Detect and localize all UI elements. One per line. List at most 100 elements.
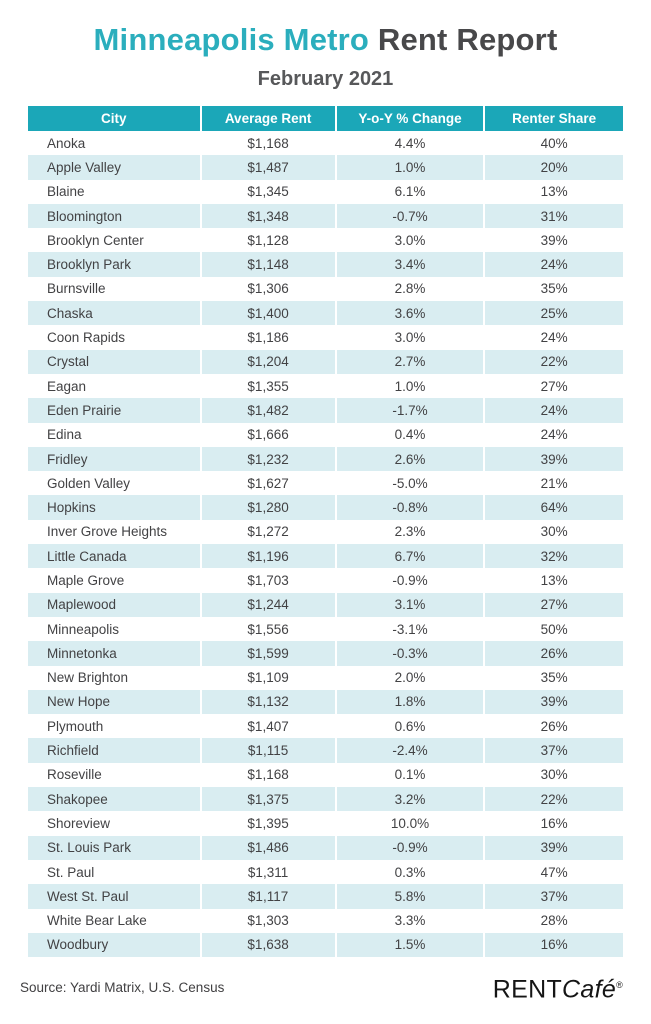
cell-city: Fridley <box>47 451 88 467</box>
table-row: Anoka $1,168 4.4% 40% <box>28 131 623 156</box>
cell-average-rent: $1,148 <box>199 252 336 277</box>
cell-average-rent: $1,703 <box>199 568 336 593</box>
column-header-average-rent: Average Rent <box>199 106 336 131</box>
cell-renter-share: 28% <box>483 908 623 933</box>
cell-average-rent: $1,599 <box>199 641 336 666</box>
cell-average-rent: $1,244 <box>199 592 336 617</box>
cell-city: St. Paul <box>47 864 95 880</box>
cell-city: Woodbury <box>47 937 109 953</box>
cell-yoy-change: -2.4% <box>334 738 485 763</box>
cell-yoy-change: 0.6% <box>334 714 485 739</box>
cell-yoy-change: 0.4% <box>334 422 485 447</box>
cell-average-rent: $1,204 <box>199 349 336 374</box>
cell-average-rent: $1,280 <box>199 495 336 520</box>
cell-city: Inver Grove Heights <box>47 524 168 540</box>
cell-city: Golden Valley <box>47 475 131 491</box>
cell-average-rent: $1,666 <box>199 422 336 447</box>
cell-yoy-change: 10.0% <box>334 811 485 836</box>
cell-yoy-change: -5.0% <box>334 471 485 496</box>
cell-average-rent: $1,272 <box>199 519 336 545</box>
table-row: Little Canada $1,196 6.7% 32% <box>28 544 623 569</box>
cell-yoy-change: 4.4% <box>334 131 485 156</box>
cell-renter-share: 35% <box>483 276 623 302</box>
table-row: Plymouth $1,407 0.6% 26% <box>28 714 623 739</box>
cell-average-rent: $1,117 <box>199 884 336 909</box>
table-header: City Average Rent Y-o-Y % Change Renter … <box>28 106 623 131</box>
cell-city: Anoka <box>47 135 86 151</box>
table-row: Minnetonka $1,599 -0.3% 26% <box>28 641 623 666</box>
cell-renter-share: 37% <box>483 884 623 909</box>
cell-city: Bloomington <box>47 208 123 224</box>
registered-trademark-icon: ® <box>616 980 623 991</box>
cell-average-rent: $1,168 <box>199 762 336 788</box>
cell-renter-share: 30% <box>483 519 623 545</box>
cell-yoy-change: 3.1% <box>334 592 485 617</box>
cell-yoy-change: 2.0% <box>334 665 485 690</box>
cell-yoy-change: -0.9% <box>334 568 485 593</box>
table-row: Richfield $1,115 -2.4% 37% <box>28 738 623 763</box>
table-row: West St. Paul $1,117 5.8% 37% <box>28 884 623 909</box>
cell-city: New Hope <box>47 694 111 710</box>
cell-average-rent: $1,407 <box>199 714 336 739</box>
cell-average-rent: $1,487 <box>199 155 336 180</box>
rent-table-container: City Average Rent Y-o-Y % Change Renter … <box>28 106 623 958</box>
cell-average-rent: $1,109 <box>199 665 336 690</box>
cell-average-rent: $1,168 <box>199 131 336 156</box>
cell-yoy-change: 2.6% <box>334 446 485 472</box>
cell-renter-share: 27% <box>483 373 623 399</box>
cell-yoy-change: 1.5% <box>334 932 485 958</box>
table-row: Shoreview $1,395 10.0% 16% <box>28 811 623 836</box>
table-row: White Bear Lake $1,303 3.3% 28% <box>28 908 623 933</box>
cell-yoy-change: 3.6% <box>334 301 485 326</box>
cell-average-rent: $1,132 <box>199 689 336 715</box>
table-row: Fridley $1,232 2.6% 39% <box>28 446 623 472</box>
table-row: Coon Rapids $1,186 3.0% 24% <box>28 325 623 350</box>
cell-renter-share: 16% <box>483 932 623 958</box>
cell-yoy-change: 3.0% <box>334 228 485 253</box>
table-row: Eagan $1,355 1.0% 27% <box>28 373 623 399</box>
cell-renter-share: 26% <box>483 714 623 739</box>
cell-renter-share: 24% <box>483 398 623 423</box>
cell-yoy-change: 3.3% <box>334 908 485 933</box>
cell-average-rent: $1,400 <box>199 301 336 326</box>
cell-city: New Brighton <box>47 670 129 686</box>
rent-report-page: Minneapolis Metro Rent Report February 2… <box>0 22 651 1024</box>
cell-yoy-change: 2.7% <box>334 349 485 374</box>
cell-renter-share: 64% <box>483 495 623 520</box>
footer: Source: Yardi Matrix, U.S. Census RENTCa… <box>20 970 623 1004</box>
table-row: Hopkins $1,280 -0.8% 64% <box>28 495 623 520</box>
table-row: Eden Prairie $1,482 -1.7% 24% <box>28 398 623 423</box>
cell-yoy-change: -1.7% <box>334 398 485 423</box>
cell-renter-share: 13% <box>483 568 623 593</box>
cell-city: Eden Prairie <box>47 402 122 418</box>
table-row: Edina $1,666 0.4% 24% <box>28 422 623 447</box>
cell-city: Richfield <box>47 743 99 759</box>
table-row: Blaine $1,345 6.1% 13% <box>28 179 623 204</box>
column-header-yoy-change: Y-o-Y % Change <box>334 106 485 131</box>
cell-city: Chaska <box>47 305 93 321</box>
cell-average-rent: $1,196 <box>199 544 336 569</box>
cell-city: Crystal <box>47 354 90 370</box>
cell-yoy-change: 6.1% <box>334 179 485 204</box>
cell-average-rent: $1,306 <box>199 276 336 302</box>
cell-renter-share: 13% <box>483 179 623 204</box>
cell-city: Shoreview <box>47 815 111 831</box>
cell-yoy-change: 1.0% <box>334 155 485 180</box>
table-row: Brooklyn Center $1,128 3.0% 39% <box>28 228 623 253</box>
cell-yoy-change: -0.3% <box>334 641 485 666</box>
cell-city: Maple Grove <box>47 572 125 588</box>
cell-renter-share: 22% <box>483 787 623 812</box>
cell-city: Blaine <box>47 184 85 200</box>
cell-renter-share: 39% <box>483 446 623 472</box>
table-row: St. Paul $1,311 0.3% 47% <box>28 859 623 885</box>
cell-yoy-change: 1.0% <box>334 373 485 399</box>
cell-average-rent: $1,638 <box>199 932 336 958</box>
column-header-renter-share: Renter Share <box>483 106 623 131</box>
page-title-rest: Rent Report <box>369 22 558 57</box>
cell-average-rent: $1,345 <box>199 179 336 204</box>
cell-average-rent: $1,232 <box>199 446 336 472</box>
table-header-row: City Average Rent Y-o-Y % Change Renter … <box>28 106 623 131</box>
cell-city: Brooklyn Center <box>47 232 144 248</box>
cell-renter-share: 24% <box>483 422 623 447</box>
cell-renter-share: 40% <box>483 131 623 156</box>
